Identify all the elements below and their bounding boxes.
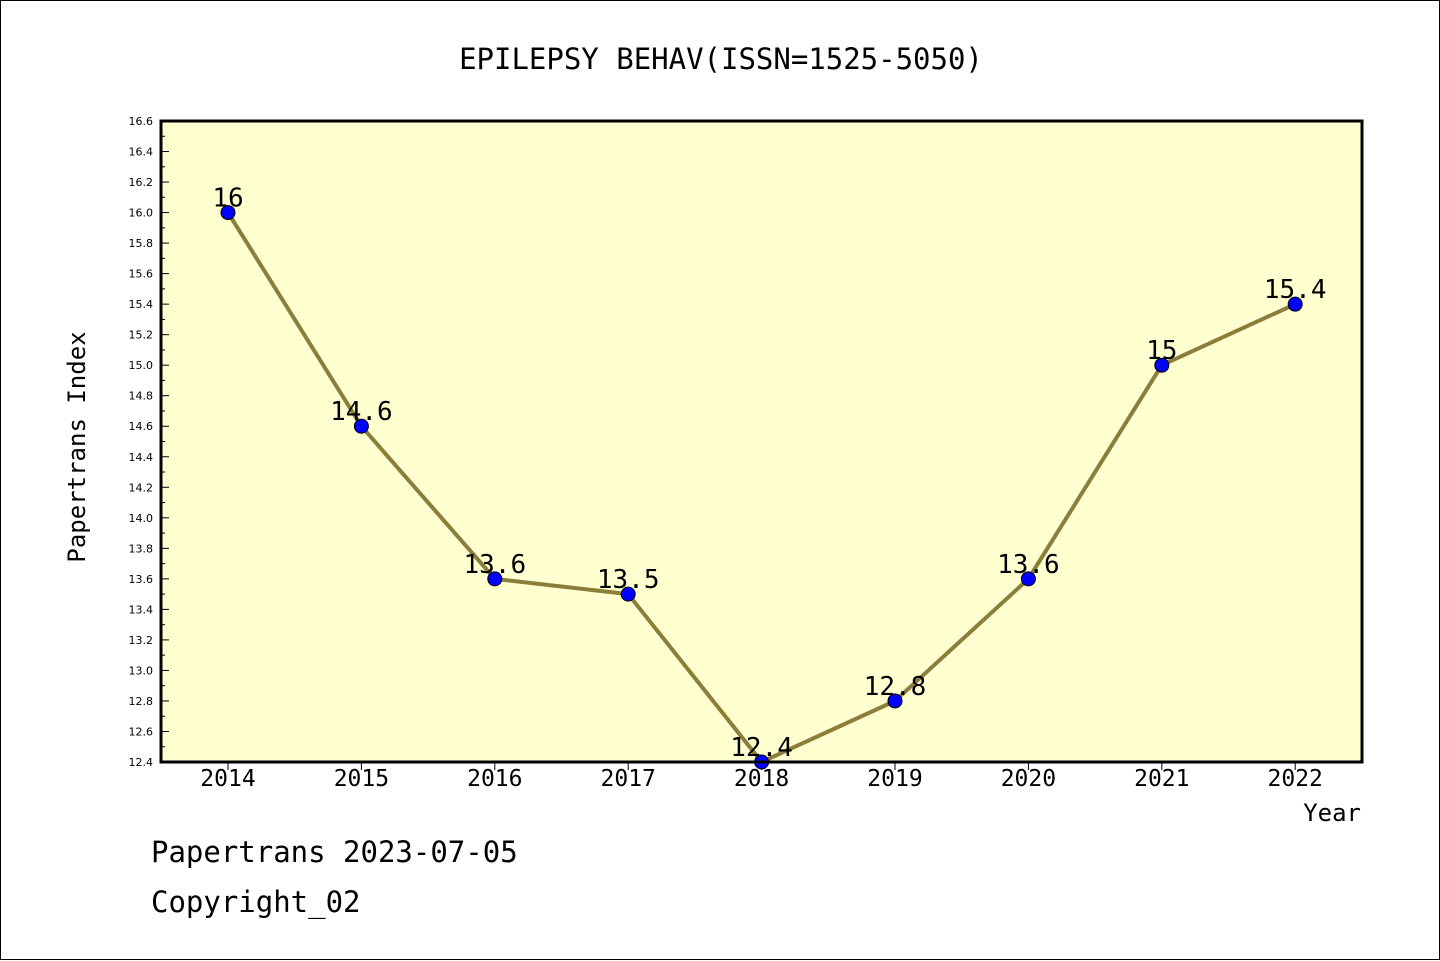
y-tick-label: 14.0 <box>129 512 154 525</box>
data-point <box>220 205 236 221</box>
y-tick-label: 12.8 <box>129 695 154 708</box>
data-label: 14.6 <box>330 397 393 427</box>
footer-date: Papertrans 2023-07-05 <box>151 835 518 869</box>
data-point <box>1287 296 1303 312</box>
y-tick-label: 14.4 <box>129 451 154 464</box>
data-point <box>1020 571 1036 587</box>
x-tick-label: 2015 <box>334 766 389 792</box>
data-point <box>887 693 903 709</box>
y-tick-label: 13.0 <box>129 664 154 677</box>
x-tick-label: 2019 <box>867 766 922 792</box>
y-tick-label: 15.0 <box>129 359 154 372</box>
data-label: 12.4 <box>730 733 793 763</box>
data-point <box>353 418 369 434</box>
x-tick-label: 2021 <box>1134 766 1189 792</box>
y-tick-label: 12.6 <box>129 725 154 738</box>
x-tick-label: 2018 <box>734 766 789 792</box>
x-tick-label: 2020 <box>1001 766 1056 792</box>
data-label: 13.6 <box>463 550 526 580</box>
y-tick-label: 14.6 <box>129 420 154 433</box>
chart-title: EPILEPSY BEHAV(ISSN=1525-5050) <box>459 42 983 76</box>
y-tick-label: 15.8 <box>129 237 154 250</box>
y-tick-label: 16.2 <box>129 176 154 189</box>
y-tick-label: 14.8 <box>129 390 154 403</box>
series-markers <box>220 205 1303 770</box>
plot-border <box>159 119 1364 764</box>
y-tick-label: 16.4 <box>129 146 154 159</box>
y-tick-label: 16.6 <box>129 115 154 128</box>
x-axis-label: Year <box>1303 799 1361 827</box>
y-tick-label: 15.4 <box>129 298 154 311</box>
data-label: 15 <box>1146 336 1177 366</box>
data-label: 13.5 <box>597 565 660 595</box>
x-tick-label: 2016 <box>467 766 522 792</box>
y-tick-label: 13.6 <box>129 573 154 586</box>
y-tick-label: 13.8 <box>129 542 154 555</box>
footer-copyright: Copyright_02 <box>151 885 361 919</box>
x-tick-label: 2014 <box>200 766 255 792</box>
y-tick-label: 14.2 <box>129 481 154 494</box>
y-tick-label: 13.4 <box>129 603 154 616</box>
x-tick-label: 2017 <box>601 766 656 792</box>
y-axis-label: Papertrans Index <box>63 331 91 562</box>
data-label: 16 <box>212 184 243 214</box>
data-point <box>1154 357 1170 373</box>
data-point <box>487 571 503 587</box>
y-tick-label: 16.0 <box>129 207 154 220</box>
axis-ticks: 12.4 12.6 12.8 13.0 13.2 13.4 13.6 13.8 14.0 14.2… <box>129 115 1323 792</box>
data-label: 13.6 <box>997 550 1060 580</box>
x-tick-label: 2022 <box>1268 766 1323 792</box>
y-tick-label: 13.2 <box>129 634 154 647</box>
data-label: 12.8 <box>864 672 927 702</box>
plot-area <box>161 121 1362 762</box>
data-labels: 16 14.6 13.6 13.5 12.4 12.8 13.6 15 15.4 <box>212 184 1326 763</box>
y-tick-label: 12.4 <box>129 756 154 769</box>
y-tick-label: 15.2 <box>129 329 154 342</box>
data-point <box>620 586 636 602</box>
data-label: 15.4 <box>1264 275 1327 305</box>
y-tick-label: 15.6 <box>129 268 154 281</box>
